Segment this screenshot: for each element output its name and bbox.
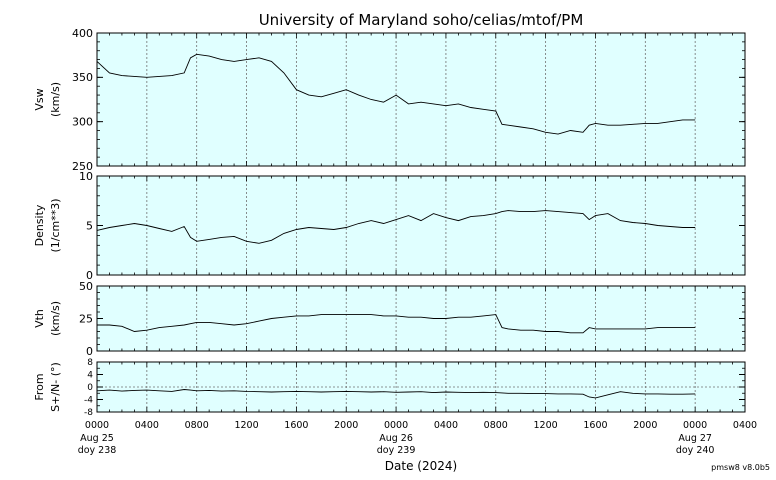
y-tick-label: 0 xyxy=(86,269,93,282)
x-tick-label: 0000 xyxy=(683,420,707,431)
footer-version: pmsw8 v8.0b5 xyxy=(711,463,770,472)
x-tick-label: 0000 xyxy=(85,420,109,431)
x-axis: 0000 0400 0800 1200 1600 2000 0000 0400 0800 1200… xyxy=(78,420,757,456)
y-axis-label-line: Vsw xyxy=(33,88,46,110)
date-label: Aug 26 xyxy=(379,433,413,444)
x-tick-label: 1200 xyxy=(534,420,558,431)
y-axis-label: Density (1/cm**3) xyxy=(33,198,62,252)
y-tick-label: 350 xyxy=(72,71,93,84)
y-tick-label: 10 xyxy=(79,170,93,183)
doy-label: doy 238 xyxy=(78,445,117,456)
y-tick-label: 4 xyxy=(87,371,93,381)
panel-flow-angle: -8 -4 0 4 8 From S+/N- (°) xyxy=(33,358,746,418)
y-axis-label: Vsw (km/s) xyxy=(33,82,62,117)
y-axis-label-line: Density xyxy=(33,204,46,246)
series-line-density xyxy=(96,210,696,244)
panel-background xyxy=(97,176,745,275)
doy-label: doy 239 xyxy=(377,445,416,456)
y-tick-label: 25 xyxy=(79,312,93,325)
x-tick-label: 0400 xyxy=(434,420,458,431)
x-tick-label: 0000 xyxy=(384,420,408,431)
y-axis-label-line: (1/cm**3) xyxy=(49,198,62,252)
x-tick-label: 2000 xyxy=(334,420,358,431)
x-tick-label: 1600 xyxy=(583,420,607,431)
x-tick-label: 0400 xyxy=(135,420,159,431)
y-axis-label: From S+/N- (°) xyxy=(33,362,62,412)
y-tick-label: 8 xyxy=(87,358,93,368)
doy-label: doy 240 xyxy=(676,445,715,456)
panel-background xyxy=(97,33,745,166)
y-tick-label: -4 xyxy=(84,396,93,406)
y-tick-label: -8 xyxy=(84,408,93,418)
y-axis-label-line: Vth xyxy=(33,309,46,328)
x-tick-label: 1200 xyxy=(234,420,258,431)
series-line-vsw xyxy=(96,53,696,135)
panel-density: 0 5 10 Density (1/cm**3) xyxy=(33,170,746,282)
y-axis-label: Vth (km/s) xyxy=(33,301,62,336)
y-axis-label-line: (km/s) xyxy=(49,301,62,336)
y-tick-label: 50 xyxy=(79,280,93,293)
date-label: Aug 27 xyxy=(678,433,712,444)
y-axis-label-line: From xyxy=(33,373,46,400)
y-tick-label: 250 xyxy=(72,160,93,173)
y-tick-label: 0 xyxy=(87,383,93,393)
series-line-vth xyxy=(97,314,696,334)
x-tick-label: 2000 xyxy=(633,420,657,431)
date-label: Aug 25 xyxy=(80,433,114,444)
x-tick-label: 0800 xyxy=(484,420,508,431)
x-tick-label: 0800 xyxy=(185,420,209,431)
y-axis-label-line: S+/N- (°) xyxy=(49,362,62,412)
y-tick-label: 300 xyxy=(72,116,93,129)
x-tick-label: 1600 xyxy=(284,420,308,431)
panel-vsw: 250 300 350 400 Vsw (km/s) xyxy=(33,27,746,173)
y-axis-label-line: (km/s) xyxy=(49,82,62,117)
series-line-flow-angle xyxy=(96,389,696,399)
panel-background xyxy=(97,286,745,351)
x-tick-label: 0400 xyxy=(733,420,757,431)
panel-vth: 0 25 50 Vth (km/s) xyxy=(33,280,746,358)
x-axis-label: Date (2024) xyxy=(385,459,457,473)
y-tick-label: 5 xyxy=(86,219,93,232)
y-tick-label: 0 xyxy=(86,345,93,358)
y-tick-label: 400 xyxy=(72,27,93,40)
chart-title: University of Maryland soho/celias/mtof/… xyxy=(259,11,584,29)
